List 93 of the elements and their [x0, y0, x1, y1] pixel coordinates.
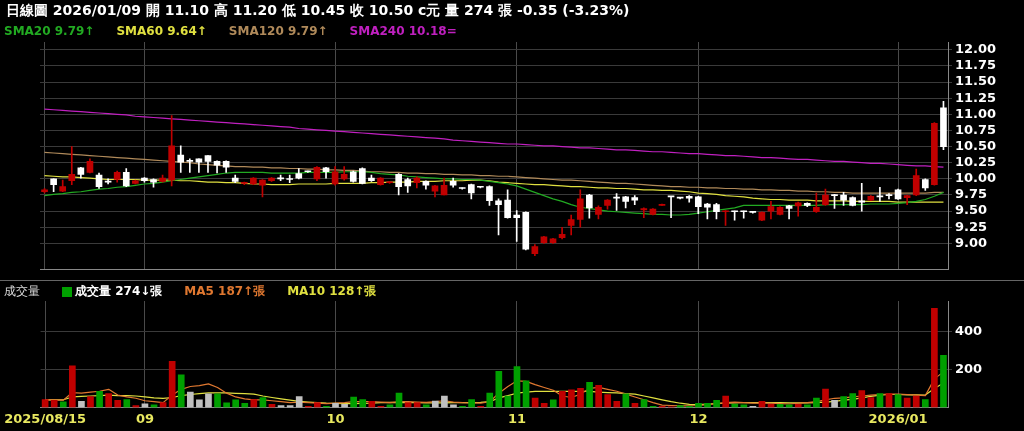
- bar: [731, 404, 739, 408]
- y-tick-label: 11.25: [955, 89, 997, 105]
- bar: [831, 400, 838, 408]
- candlestick: [186, 158, 194, 173]
- bar: [695, 403, 702, 408]
- candlestick: [858, 183, 866, 212]
- bar: [931, 308, 938, 408]
- bar: [468, 399, 475, 408]
- candlestick: [740, 210, 748, 219]
- bar: [858, 390, 866, 408]
- y-tick-label: 9.75: [955, 186, 988, 202]
- bar: [123, 399, 131, 408]
- bar: [50, 400, 58, 408]
- bar: [359, 399, 367, 408]
- text: MA10 128↑張: [287, 283, 377, 300]
- y-tick-label: 10.50: [955, 137, 997, 153]
- x-tick-label: 11: [507, 410, 527, 426]
- text: MA5 187↑張: [184, 283, 266, 300]
- y-tick-label: 200: [955, 360, 983, 376]
- bar: [840, 396, 847, 408]
- bar: [341, 404, 348, 408]
- text: SMA60 9.64↑: [116, 24, 207, 38]
- x-tick-label: 2026/01: [868, 410, 928, 426]
- bar: [813, 397, 820, 408]
- bar: [105, 393, 112, 408]
- bar: [431, 400, 439, 408]
- bar: [722, 395, 730, 408]
- bar: [577, 388, 584, 408]
- bar: [295, 396, 303, 408]
- chart-title: 成交量: [4, 283, 40, 300]
- bar: [676, 405, 684, 408]
- bar: [604, 394, 612, 408]
- x-tick-label: 2025/08/15: [4, 410, 87, 426]
- text: SMA120 9.79↑: [228, 24, 328, 38]
- bar: [568, 389, 575, 408]
- y-tick-label: 9.50: [955, 202, 988, 218]
- bar: [177, 374, 185, 408]
- y-tick-label: 12.00: [955, 41, 997, 57]
- bar: [921, 399, 929, 408]
- bar: [186, 391, 194, 408]
- bar: [69, 365, 76, 408]
- y-tick-label: 11.75: [955, 57, 997, 73]
- bar: [704, 403, 711, 408]
- bar: [59, 401, 67, 408]
- bar: [241, 403, 249, 408]
- x-tick-label: 09: [135, 410, 154, 426]
- bar: [713, 400, 720, 408]
- legend-label: 成交量 274↓張: [75, 283, 163, 300]
- bar: [549, 399, 557, 408]
- bar: [486, 392, 494, 408]
- bar: [87, 396, 94, 408]
- bar: [559, 391, 566, 408]
- candlestick: [195, 158, 203, 173]
- bar: [912, 395, 920, 408]
- bar: [849, 393, 857, 408]
- candlestick: [513, 210, 521, 242]
- bar: [940, 355, 947, 408]
- y-tick-label: 10.75: [955, 121, 997, 137]
- x-tick-label: 10: [326, 410, 345, 426]
- text: SMA20 9.79↑: [4, 24, 95, 38]
- text: SMA240 10.18=: [349, 24, 457, 38]
- bar: [96, 391, 103, 408]
- bar: [513, 366, 521, 408]
- bar: [822, 388, 829, 408]
- bar: [232, 399, 240, 408]
- bar: [368, 400, 376, 408]
- bar: [595, 385, 602, 408]
- y-tick-label: 9.00: [955, 234, 988, 250]
- y-tick-label: 10.00: [955, 170, 997, 186]
- y-tick-label: 9.25: [955, 218, 988, 234]
- bar: [441, 395, 448, 408]
- bar: [114, 400, 122, 408]
- y-tick-label: 400: [955, 322, 983, 338]
- bar: [332, 403, 339, 408]
- bar: [522, 380, 530, 408]
- bar: [78, 400, 85, 408]
- bar: [350, 396, 357, 408]
- bar: [794, 404, 802, 408]
- bar: [540, 403, 548, 408]
- bar: [214, 393, 221, 408]
- chart-title: 日線圖 2026/01/09 開 11.10 高 11.20 低 10.45 收 10.50 c元 量 274 張 -0.35 (-3.23%): [5, 1, 631, 20]
- bar: [586, 381, 593, 408]
- y-tick-label: 10.25: [955, 154, 997, 170]
- bar: [314, 402, 321, 408]
- x-tick-label: 12: [689, 410, 708, 426]
- candlestick: [640, 207, 648, 218]
- bar: [205, 393, 212, 408]
- bar: [196, 399, 203, 408]
- bar: [141, 403, 149, 408]
- y-tick-label: 11.50: [955, 73, 997, 89]
- bar: [613, 400, 621, 408]
- candlestick: [68, 146, 76, 185]
- y-tick-label: 11.00: [955, 105, 997, 121]
